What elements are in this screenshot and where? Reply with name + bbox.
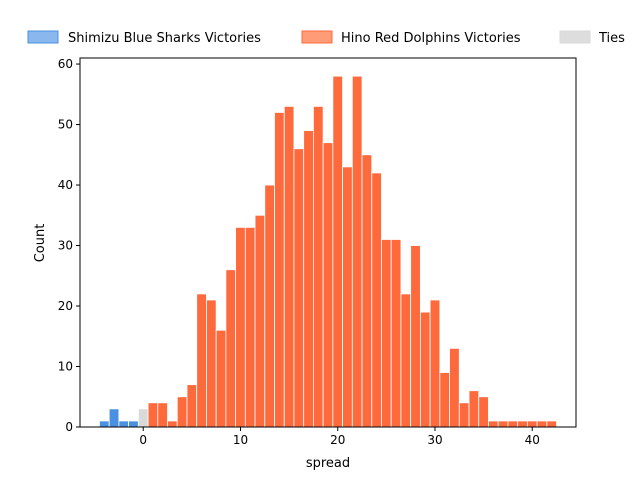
bar-series-1-31 bbox=[449, 347, 460, 428]
legend: Shimizu Blue Sharks Victories Hino Red D… bbox=[27, 30, 625, 46]
y-axis-label: Count bbox=[33, 224, 48, 263]
legend-label-1: Hino Red Dolphins Victories bbox=[341, 31, 521, 46]
bar-series-1-40 bbox=[536, 420, 548, 428]
y-tick-label-5: 50 bbox=[58, 118, 73, 132]
bar-series-2-0 bbox=[137, 408, 149, 428]
bar-series-1-30 bbox=[439, 372, 450, 428]
bar-series-1-32 bbox=[458, 402, 470, 428]
bar-series-1-20 bbox=[342, 166, 353, 428]
bar-series-1-7 bbox=[215, 329, 227, 428]
bar-series-1-23 bbox=[371, 172, 382, 428]
bar-series-1-18 bbox=[322, 142, 334, 428]
bar-series-1-19 bbox=[332, 75, 343, 428]
y-tick-label-0: 0 bbox=[65, 420, 73, 434]
bar-series-1-12 bbox=[264, 184, 275, 428]
bar-series-1-26 bbox=[400, 293, 412, 428]
legend-swatch-2 bbox=[559, 30, 591, 44]
bar-series-1-21 bbox=[351, 75, 363, 428]
x-tick-label-2: 20 bbox=[330, 433, 345, 447]
bars bbox=[99, 75, 557, 428]
y-tick-label-6: 60 bbox=[58, 57, 73, 71]
bar-series-1-38 bbox=[517, 420, 528, 428]
bar-series-1-11 bbox=[254, 214, 266, 428]
bar-series-1-17 bbox=[313, 105, 324, 428]
x-ticks: 0 10 20 30 40 bbox=[139, 427, 540, 447]
bar-series-1-33 bbox=[468, 390, 480, 428]
x-tick-label-0: 0 bbox=[139, 433, 147, 447]
legend-swatch-0 bbox=[27, 30, 59, 44]
y-tick-label-2: 20 bbox=[58, 299, 73, 313]
bar-series-1-5 bbox=[196, 293, 207, 428]
bar-series-1-37 bbox=[507, 420, 519, 428]
bar-series-1-16 bbox=[303, 130, 314, 428]
bar-series-1-9 bbox=[235, 226, 246, 428]
bar-series-1-34 bbox=[478, 396, 489, 428]
bar-series-1-6 bbox=[206, 299, 217, 428]
x-tick-label-3: 30 bbox=[427, 433, 442, 447]
bar-series-0-3 bbox=[128, 420, 139, 428]
bar-series-1-15 bbox=[293, 148, 305, 428]
bar-series-1-10 bbox=[244, 226, 256, 428]
x-tick-label-1: 10 bbox=[233, 433, 248, 447]
bar-series-1-41 bbox=[546, 420, 557, 428]
y-tick-label-3: 30 bbox=[58, 239, 73, 253]
bar-series-1-29 bbox=[429, 299, 441, 428]
bar-series-1-24 bbox=[381, 239, 392, 428]
bar-series-1-27 bbox=[410, 245, 421, 428]
y-tick-label-1: 10 bbox=[58, 360, 73, 374]
bar-series-1-1 bbox=[157, 402, 168, 428]
x-axis-label: spread bbox=[306, 456, 350, 471]
plot-frame bbox=[79, 57, 577, 428]
bar-series-1-13 bbox=[274, 112, 285, 428]
bar-series-1-22 bbox=[361, 154, 373, 428]
bar-series-1-8 bbox=[225, 269, 237, 428]
legend-swatch-1 bbox=[301, 30, 333, 44]
bar-series-1-14 bbox=[283, 105, 295, 428]
bar-series-1-2 bbox=[167, 420, 178, 428]
y-ticks: 0 10 20 30 40 50 60 bbox=[58, 57, 80, 434]
bar-series-0-1 bbox=[108, 408, 120, 428]
bar-series-1-35 bbox=[488, 420, 499, 428]
bar-series-0-2 bbox=[118, 420, 130, 428]
bar-series-1-28 bbox=[419, 311, 431, 428]
legend-label-2: Ties bbox=[598, 31, 625, 46]
y-tick-label-4: 40 bbox=[58, 178, 73, 192]
bar-series-1-0 bbox=[147, 402, 159, 428]
bar-series-1-25 bbox=[390, 239, 402, 428]
bar-series-1-4 bbox=[186, 384, 198, 428]
bar-series-0-0 bbox=[99, 420, 110, 428]
bar-series-1-39 bbox=[526, 420, 538, 428]
bar-series-1-36 bbox=[497, 420, 509, 428]
x-tick-label-4: 40 bbox=[525, 433, 540, 447]
legend-label-0: Shimizu Blue Sharks Victories bbox=[68, 31, 261, 46]
bar-series-1-3 bbox=[176, 396, 188, 428]
